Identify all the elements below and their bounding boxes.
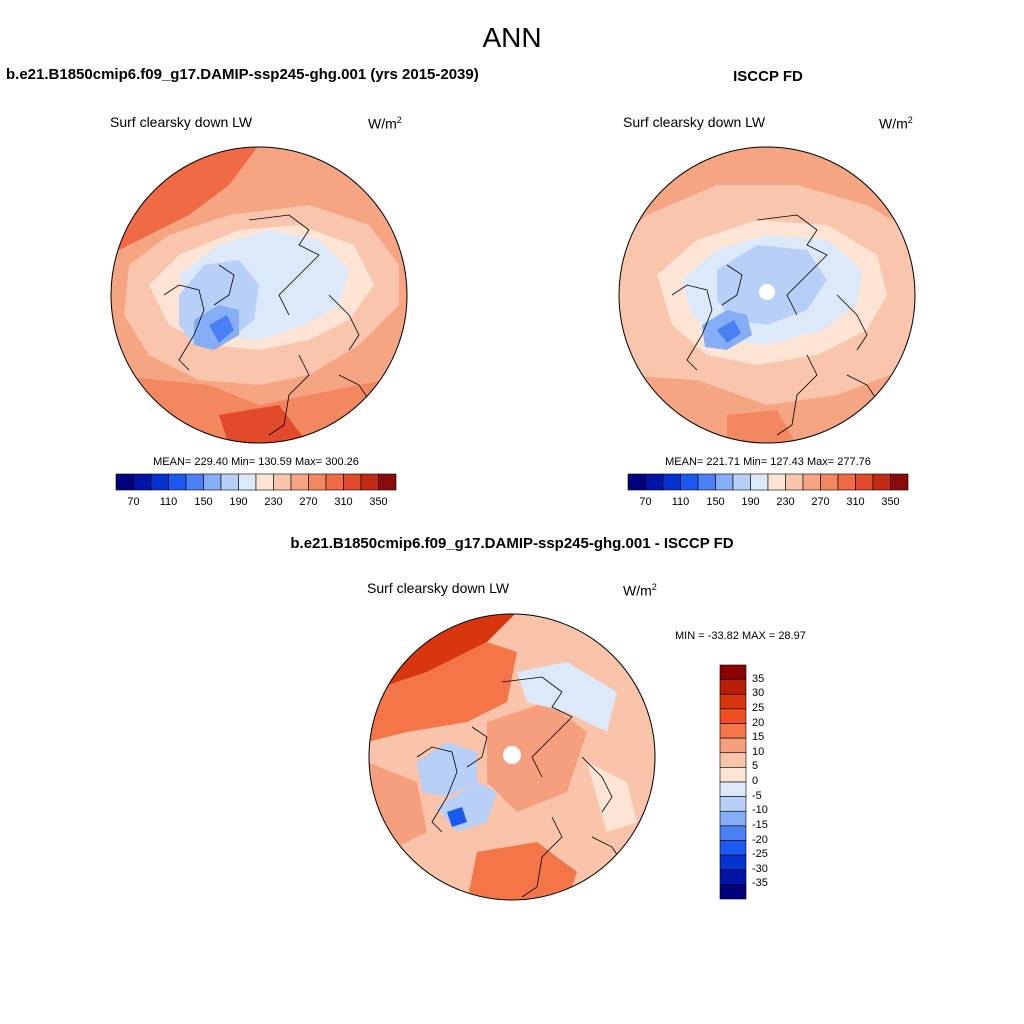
colorbar-swatch (115, 473, 134, 491)
colorbar-tick-label: 150 (706, 496, 725, 508)
obs-units-label: W/m2 (879, 115, 913, 132)
colorbar-swatch (203, 473, 222, 491)
colorbar-tick-label: 10 (752, 745, 765, 758)
colorbar-swatch (785, 473, 804, 491)
figure-title: ANN (482, 22, 542, 53)
colorbar-swatch (719, 679, 747, 695)
model-stats: MEAN= 229.40 Min= 130.59 Max= 300.26 (153, 456, 359, 468)
colorbar-tick-label: 150 (194, 496, 213, 508)
colorbar-swatch (715, 473, 734, 491)
colorbar-swatch (645, 473, 664, 491)
colorbar-swatch (732, 473, 751, 491)
model-variable-label: Surf clearsky down LW (110, 114, 253, 130)
colorbar-tick-label: 190 (741, 496, 760, 508)
diff-units-label: W/m2 (623, 582, 657, 599)
colorbar-swatch (719, 708, 747, 724)
colorbar-tick-label: -10 (752, 804, 768, 817)
obs-panel-title: ISCCP FD (733, 68, 803, 85)
model-colorbar (115, 473, 397, 491)
model-polar-map (110, 146, 408, 444)
colorbar-swatch (802, 473, 821, 491)
colorbar-tick-label: 20 (752, 716, 765, 729)
colorbar-swatch (185, 473, 204, 491)
colorbar-tick-label: 110 (159, 496, 178, 508)
colorbar-tick-label: -20 (752, 833, 768, 846)
colorbar-swatch (273, 473, 292, 491)
colorbar-tick-label: 350 (881, 496, 900, 508)
colorbar-swatch (719, 693, 747, 710)
colorbar-tick-label: 70 (127, 496, 140, 508)
colorbar-swatch (837, 473, 856, 491)
colorbar-tick-label: -25 (752, 848, 768, 861)
colorbar-tick-label: 310 (846, 496, 865, 508)
diff-colorbar (719, 664, 747, 900)
colorbar-tick-label: 190 (229, 496, 248, 508)
colorbar-swatch (719, 752, 747, 768)
colorbar-swatch (719, 781, 747, 797)
colorbar-tick-label: 25 (752, 701, 765, 714)
colorbar-swatch (627, 473, 646, 491)
colorbar-tick-label: 35 (752, 672, 765, 685)
colorbar-tick-label: -15 (752, 818, 768, 831)
model-units-label: W/m2 (368, 115, 402, 132)
colorbar-swatch (890, 473, 909, 491)
colorbar-tick-label: 0 (752, 775, 759, 787)
obs-polar-map (618, 146, 916, 444)
colorbar-tick-label: 270 (299, 496, 318, 508)
obs-colorbar (627, 473, 909, 491)
obs-variable-label: Surf clearsky down LW (623, 114, 766, 130)
colorbar-swatch (719, 767, 747, 783)
colorbar-swatch (168, 473, 187, 491)
colorbar-swatch (697, 473, 716, 491)
model-panel-title: b.e21.B1850cmip6.f09_g17.DAMIP-ssp245-gh… (6, 66, 479, 83)
colorbar-swatch (719, 723, 747, 739)
colorbar-swatch (308, 473, 327, 491)
colorbar-tick-label: 230 (264, 496, 283, 508)
colorbar-swatch (680, 473, 699, 491)
colorbar-swatch (719, 737, 747, 754)
colorbar-tick-label: 350 (369, 496, 388, 508)
colorbar-swatch (255, 473, 274, 491)
diff-stats: MIN = -33.82 MAX = 28.97 (675, 630, 806, 642)
colorbar-swatch (290, 473, 309, 491)
diff-polar-map (368, 613, 656, 901)
colorbar-tick-label: 310 (334, 496, 353, 508)
colorbar-swatch (360, 473, 379, 491)
colorbar-tick-label: -30 (752, 862, 768, 875)
obs-stats: MEAN= 221.71 Min= 127.43 Max= 277.76 (665, 456, 871, 468)
colorbar-swatch (719, 869, 747, 885)
colorbar-swatch (325, 473, 344, 491)
colorbar-tick-label: 5 (752, 760, 759, 773)
colorbar-swatch (719, 810, 747, 827)
colorbar-swatch (343, 473, 362, 491)
colorbar-swatch (238, 473, 257, 491)
diff-variable-label: Surf clearsky down LW (367, 580, 510, 596)
colorbar-swatch (719, 796, 747, 812)
colorbar-swatch (855, 473, 874, 491)
colorbar-swatch (767, 473, 786, 491)
colorbar-swatch (378, 473, 397, 491)
colorbar-tick-label: -35 (752, 877, 768, 890)
colorbar-swatch (750, 473, 769, 491)
colorbar-swatch (719, 854, 747, 871)
colorbar-swatch (719, 664, 747, 680)
colorbar-tick-label: -5 (752, 789, 762, 802)
diff-panel-title: b.e21.B1850cmip6.f09_g17.DAMIP-ssp245-gh… (290, 535, 734, 552)
colorbar-tick-label: 110 (671, 496, 690, 508)
colorbar-tick-label: 270 (811, 496, 830, 508)
colorbar-swatch (150, 473, 169, 491)
colorbar-tick-label: 70 (639, 496, 652, 508)
colorbar-tick-label: 15 (752, 731, 765, 744)
colorbar-swatch (719, 840, 747, 856)
colorbar-swatch (719, 825, 747, 841)
colorbar-swatch (662, 473, 681, 491)
colorbar-swatch (133, 473, 152, 491)
colorbar-swatch (872, 473, 891, 491)
colorbar-swatch (719, 884, 747, 900)
colorbar-tick-label: 230 (776, 496, 795, 508)
colorbar-swatch (820, 473, 839, 491)
colorbar-swatch (220, 473, 239, 491)
colorbar-tick-label: 30 (752, 687, 765, 700)
